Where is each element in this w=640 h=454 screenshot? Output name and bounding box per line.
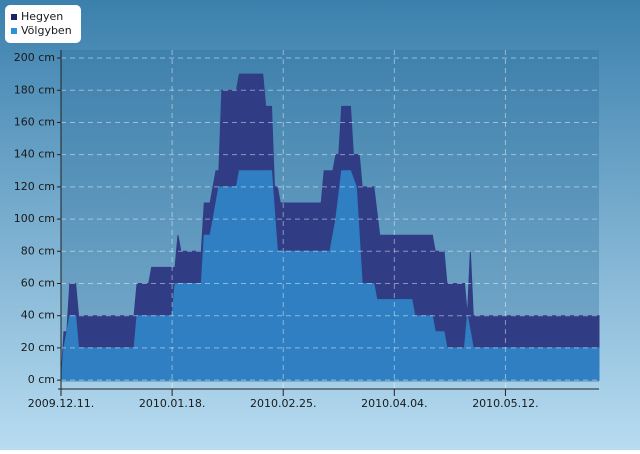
y-tick-label: 100 cm	[14, 212, 55, 225]
x-tick-label: 2010.05.12.	[472, 397, 538, 410]
y-tick-label: 200 cm	[14, 51, 55, 64]
x-tick-label: 2010.01.18.	[139, 397, 205, 410]
legend-swatch	[11, 28, 17, 34]
y-tick-label: 140 cm	[14, 148, 55, 161]
y-tick-label: 0 cm	[28, 373, 55, 386]
y-tick-label: 60 cm	[21, 276, 55, 289]
y-tick-label: 180 cm	[14, 83, 55, 96]
y-tick-label: 160 cm	[14, 115, 55, 128]
area	[60, 170, 600, 381]
x-tick-label: 2010.04.04.	[361, 397, 427, 410]
legend-box	[5, 5, 81, 43]
y-tick-label: 80 cm	[21, 244, 55, 257]
y-tick-label: 40 cm	[21, 309, 55, 322]
legend-label: Hegyen	[21, 10, 63, 23]
legend-swatch	[11, 14, 17, 20]
legend-label: Völgyben	[21, 24, 72, 37]
x-tick-label: 2009.12.11.	[28, 397, 94, 410]
x-tick-label: 2010.02.25.	[250, 397, 316, 410]
y-tick-label: 120 cm	[14, 180, 55, 193]
y-tick-label: 20 cm	[21, 341, 55, 354]
